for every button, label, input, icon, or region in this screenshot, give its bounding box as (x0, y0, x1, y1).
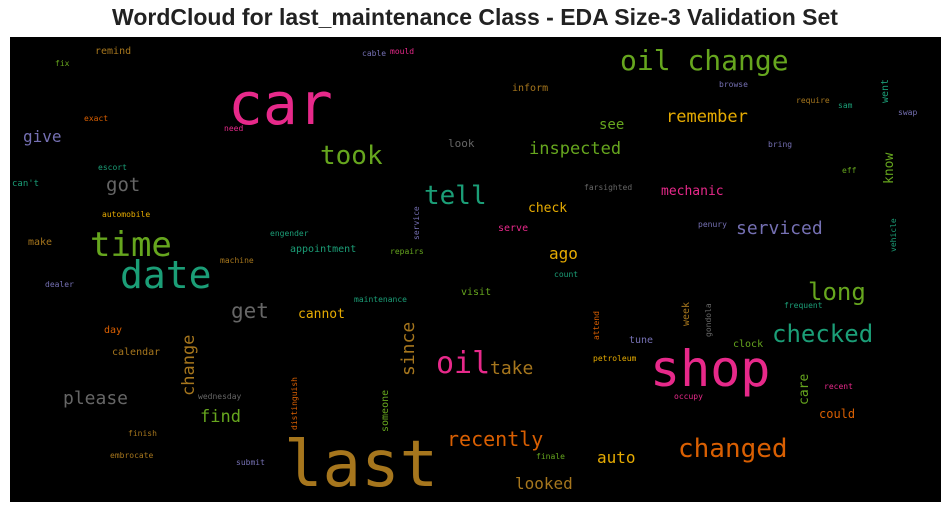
word-swap: swap (898, 108, 917, 117)
word-inspected: inspected (529, 139, 621, 159)
word-repairs: repairs (390, 247, 424, 256)
word-cannot: cannot (298, 307, 345, 322)
wordcloud-background (10, 37, 941, 502)
word-care: care (797, 374, 812, 405)
word-got: got (106, 174, 140, 196)
word-sam: sam (838, 101, 853, 110)
word-petroleum: petroleum (593, 354, 637, 363)
word-embrocate: embrocate (110, 451, 154, 460)
word-take: take (490, 358, 533, 379)
word-tune: tune (629, 335, 653, 346)
word-recently: recently (447, 427, 543, 451)
word-ago: ago (549, 244, 578, 263)
word-require: require (796, 96, 830, 105)
word-could: could (819, 407, 855, 421)
word-service: service (412, 206, 421, 240)
word-oil-change: oil change (620, 44, 789, 77)
chart-title: WordCloud for last_maintenance Class - E… (112, 4, 838, 30)
word-finish: finish (128, 429, 157, 438)
word-went: went (880, 79, 891, 103)
word-oil: oil (436, 346, 490, 381)
word-see: see (599, 117, 624, 133)
word-bring: bring (768, 140, 792, 149)
word-took: took (320, 141, 383, 171)
word-last: last (284, 428, 438, 502)
word-distinguish: distinguish (290, 377, 299, 430)
word-automobile: automobile (102, 210, 150, 219)
word-frequent: frequent (784, 301, 823, 310)
word-appointment: appointment (290, 244, 356, 255)
word-make: make (28, 237, 52, 248)
word-recent: recent (824, 382, 853, 391)
word-auto: auto (597, 448, 636, 467)
word-eff: eff (842, 166, 857, 175)
word-escort: escort (98, 163, 127, 172)
word-finale: finale (536, 452, 565, 461)
word-need: need (224, 124, 243, 133)
word-gondola: gondola (704, 303, 713, 337)
word-looked: looked (515, 474, 573, 493)
word-get: get (231, 299, 269, 323)
word-calendar: calendar (112, 347, 160, 358)
word-date: date (120, 253, 212, 297)
word-engender: engender (270, 229, 309, 238)
word-changed: changed (678, 434, 788, 464)
word-occupy: occupy (674, 392, 703, 401)
word-please: please (63, 388, 128, 409)
word-dealer: dealer (45, 280, 74, 289)
word-clock: clock (733, 339, 763, 350)
word-serviced: serviced (736, 218, 823, 239)
word-can-t: can't (12, 179, 39, 189)
word-farsighted: farsighted (584, 183, 632, 192)
word-mechanic: mechanic (661, 184, 724, 199)
word-cable: cable (362, 49, 386, 58)
word-give: give (23, 127, 62, 146)
word-mould: mould (390, 47, 414, 56)
word-attend: attend (592, 311, 601, 340)
word-inform: inform (512, 83, 548, 94)
word-look: look (448, 137, 475, 150)
word-car: car (228, 70, 333, 138)
word-browse: browse (719, 80, 748, 89)
word-count: count (554, 270, 578, 279)
word-wednesday: wednesday (198, 392, 242, 401)
word-shop: shop (650, 340, 770, 398)
word-long: long (808, 278, 866, 306)
word-change: change (179, 335, 199, 396)
word-find: find (200, 407, 241, 427)
word-time: time (90, 225, 172, 265)
word-penury: penury (698, 220, 727, 229)
word-serve: serve (498, 223, 528, 234)
word-machine: machine (220, 256, 254, 265)
word-week: week (681, 302, 692, 326)
word-know: know (882, 153, 897, 184)
word-someone: someone (380, 390, 391, 432)
word-remind: remind (95, 46, 131, 57)
word-check: check (528, 201, 567, 216)
word-checked: checked (772, 320, 873, 348)
word-fix: fix (55, 59, 70, 68)
word-submit: submit (236, 458, 265, 467)
word-visit: visit (461, 287, 491, 298)
word-day: day (104, 325, 122, 336)
word-since: since (398, 322, 419, 376)
word-vehicle: vehicle (889, 218, 898, 252)
word-exact: exact (84, 114, 108, 123)
word-tell: tell (424, 181, 487, 211)
word-remember: remember (666, 107, 748, 127)
word-maintenance: maintenance (354, 295, 407, 304)
